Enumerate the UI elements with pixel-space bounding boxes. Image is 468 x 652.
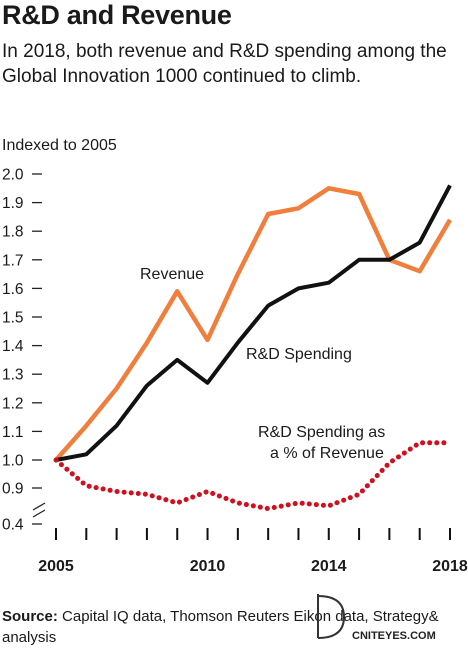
rd-spending-line xyxy=(55,184,452,462)
series-label-revenue: Revenue xyxy=(140,266,204,283)
line-chart: Indexed to 2005 2.0 1.9 1.8 1.7 1.6 1.5 1.4 1.3 1… xyxy=(2,137,468,575)
chart-subtitle: In 2018, both revenue and R&D spending a… xyxy=(2,41,447,87)
y-tick-label: 1.2 xyxy=(2,395,24,412)
y-tick-label: 1.1 xyxy=(2,424,24,441)
axis-break-mark xyxy=(32,509,46,518)
rd-share-line xyxy=(53,440,453,512)
y-tick-label: 1.7 xyxy=(2,252,24,269)
y-tick-label: 2.0 xyxy=(2,167,24,184)
y-tick-label: 1.6 xyxy=(2,281,24,298)
series-label-rd-spending: R&D Spending xyxy=(246,346,352,363)
watermark-text: CNITEYES.COM xyxy=(352,630,436,642)
y-tick-label: 1.3 xyxy=(2,367,24,384)
axis-break-mark xyxy=(32,502,46,511)
y-tick-label: 0.4 xyxy=(2,517,24,534)
y-tick-label: 1.5 xyxy=(2,310,24,327)
x-tick-label: 2005 xyxy=(38,558,74,575)
y-tick-label: 1.9 xyxy=(2,195,24,212)
x-tick-label: 2018 xyxy=(432,558,468,575)
series-label-rd-share-line1: R&D Spending as xyxy=(258,424,385,441)
x-tick-label: 2014 xyxy=(311,558,347,575)
y-tick-label: 1.8 xyxy=(2,224,24,241)
x-tick-label: 2010 xyxy=(190,558,226,575)
y-tick-label: 1.0 xyxy=(2,453,24,470)
y-tick-label: 1.4 xyxy=(2,338,24,355)
chart-title: R&D and Revenue xyxy=(2,0,232,30)
revenue-line xyxy=(54,186,452,462)
series-label-rd-share-line2: a % of Revenue xyxy=(270,445,384,462)
y-tick-label: 0.9 xyxy=(2,481,24,498)
watermark-logo: CNITEYES.COM xyxy=(317,594,436,642)
y-axis-title: Indexed to 2005 xyxy=(2,137,117,154)
source-label: Source: xyxy=(2,608,58,625)
